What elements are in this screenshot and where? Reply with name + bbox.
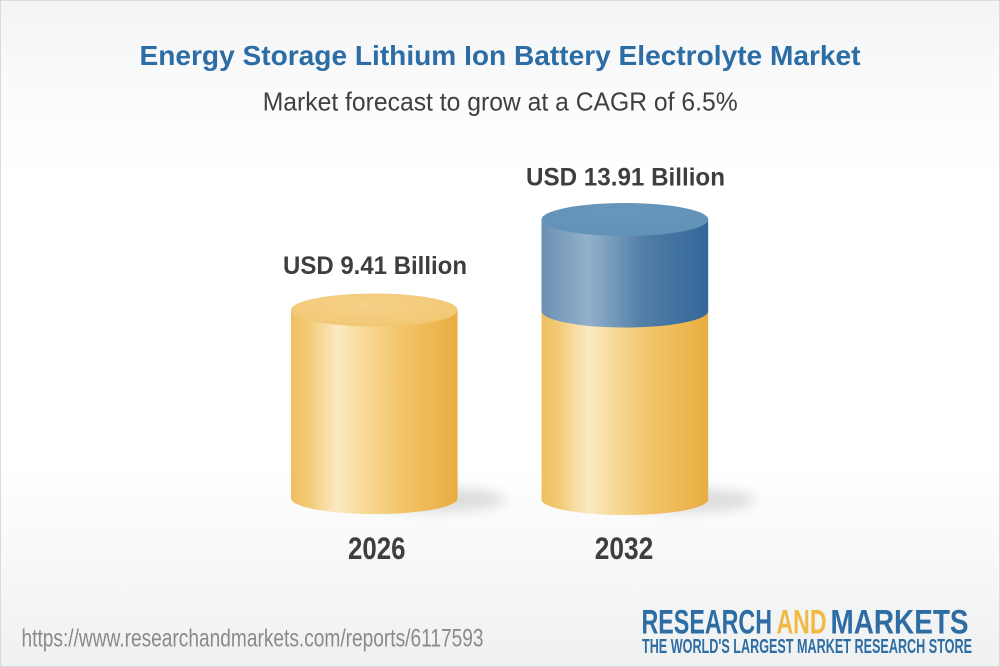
svg-text:USD 9.41 Billion: USD 9.41 Billion [283, 253, 467, 280]
svg-text:2032: 2032 [595, 530, 654, 566]
svg-text:RESEARCH: RESEARCH [642, 604, 773, 642]
svg-text:Energy Storage Lithium Ion Bat: Energy Storage Lithium Ion Battery Elect… [140, 39, 862, 71]
svg-text:https://www.researchandmarkets: https://www.researchandmarkets.com/repor… [22, 625, 484, 653]
svg-text:2026: 2026 [348, 530, 406, 566]
svg-text:THE WORLD'S LARGEST MARKET RES: THE WORLD'S LARGEST MARKET RESEARCH STOR… [642, 635, 972, 658]
svg-text:AND: AND [777, 604, 827, 642]
svg-text:MARKETS: MARKETS [831, 604, 969, 642]
svg-text:Market forecast to grow at a C: Market forecast to grow at a CAGR of 6.5… [263, 89, 738, 117]
svg-text:USD 13.91 Billion: USD 13.91 Billion [526, 165, 725, 192]
